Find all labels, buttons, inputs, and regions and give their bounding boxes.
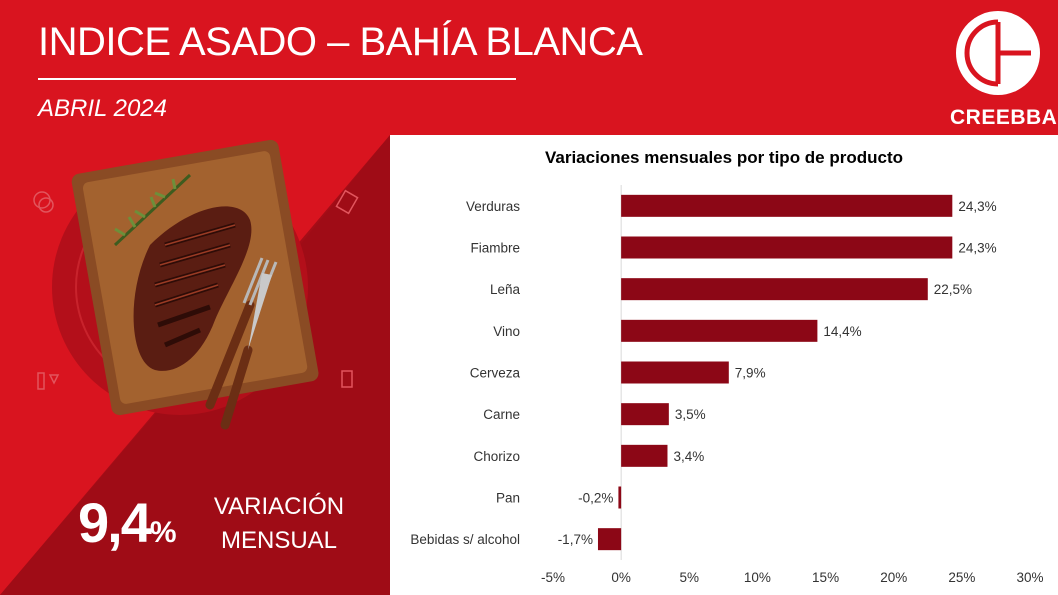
category-label: Pan [496,491,520,506]
chart-panel: Variaciones mensuales por tipo de produc… [390,135,1058,595]
x-tick-label: -5% [541,570,565,585]
category-label: Cerveza [470,366,521,381]
data-label: -0,2% [578,491,613,506]
data-label: 3,5% [675,407,706,422]
x-tick-label: 20% [880,570,907,585]
x-tick-label: 30% [1016,570,1043,585]
category-label: Chorizo [473,449,520,464]
data-label: 3,4% [673,449,704,464]
data-label: 24,3% [958,199,996,214]
bar [621,236,953,259]
category-label: Verduras [466,199,520,214]
summary-label: VARIACIÓN MENSUAL [206,490,352,558]
meat-icon [133,206,252,371]
bar [621,319,818,342]
data-label: 24,3% [958,241,996,256]
data-label: 14,4% [823,324,861,339]
data-label: 22,5% [934,282,972,297]
summary-value: 9,4% [78,490,177,555]
category-label: Carne [483,407,520,422]
x-tick-label: 0% [611,570,631,585]
rosemary-icon [113,173,192,247]
creebba-logo-icon [956,11,1040,95]
bar-chart: Verduras 24,3% Fiambre 24,3% Leña 22,5% Vino 14… [410,185,1044,585]
x-tick-label: 5% [680,570,700,585]
x-tick-label: 15% [812,570,839,585]
knife-icon [220,273,272,430]
page-title: INDICE ASADO – BAHÍA BLANCA [38,20,643,64]
x-tick-label: 25% [948,570,975,585]
summary-label-line2: MENSUAL [220,527,338,554]
summary-unit: % [149,516,177,549]
chart-title: Variaciones mensuales por tipo de produc… [544,148,904,167]
data-label: 7,9% [735,366,766,381]
category-label: Vino [493,324,520,339]
bar [618,486,622,509]
bar [597,528,622,551]
summary-number: 9,4 [78,491,152,554]
title-divider [38,78,516,80]
illustration-panel [0,135,390,595]
data-label: -1,7% [558,532,593,547]
logo-text: CREEBBA [950,106,1058,129]
bar [621,444,668,467]
category-label: Bebidas s/ alcohol [410,532,520,547]
bar [621,194,953,217]
x-tick-label: 10% [744,570,771,585]
decorative-icons [33,189,359,390]
category-label: Fiambre [470,241,520,256]
bar [621,278,928,301]
page-subtitle: ABRIL 2024 [38,95,167,122]
bar [621,361,729,384]
bar [621,403,669,426]
summary-label-line1: VARIACIÓN [213,493,345,520]
asado-illustration [0,135,390,595]
category-label: Leña [490,282,521,297]
